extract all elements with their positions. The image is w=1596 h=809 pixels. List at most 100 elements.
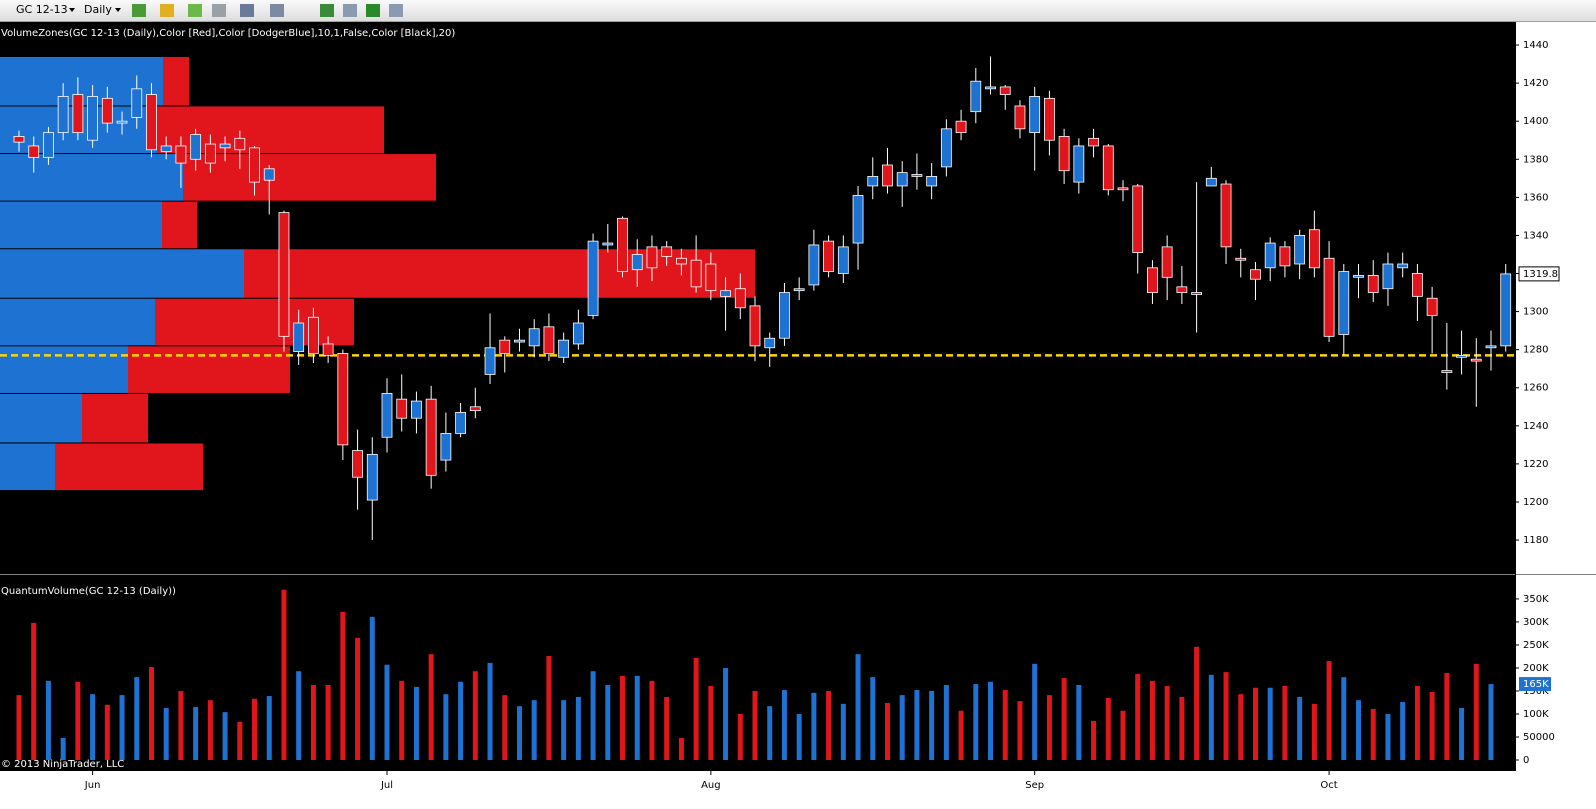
candle-body	[764, 337, 776, 349]
candle-body	[1102, 145, 1114, 191]
dollar-icon[interactable]	[366, 4, 380, 17]
candle-body	[366, 453, 378, 501]
volume-bar	[502, 695, 508, 761]
candle-body	[1441, 370, 1453, 373]
zoom-icon[interactable]	[270, 4, 284, 17]
candle-body	[808, 244, 820, 286]
volume-bar	[1444, 673, 1450, 761]
candle-body	[28, 145, 40, 158]
volume-bar	[134, 677, 140, 761]
chart-icon[interactable]	[343, 4, 357, 17]
x-tick-label: Aug	[701, 780, 721, 791]
volume-bar	[16, 695, 22, 761]
candle-body	[307, 316, 319, 354]
candle-body	[352, 450, 363, 478]
candle-body	[160, 145, 172, 153]
y-tick-label: 1260	[1523, 383, 1548, 394]
instrument-select[interactable]: GC 12-13	[16, 3, 68, 16]
candle-body	[749, 305, 761, 347]
volume-bar	[855, 654, 861, 761]
candle-body	[72, 94, 84, 134]
properties-icon[interactable]	[389, 4, 403, 17]
candle-body	[1235, 257, 1247, 261]
candle-body	[322, 343, 334, 356]
data-box-icon[interactable]	[320, 4, 334, 17]
volume-bar	[428, 654, 434, 761]
volume-zones	[0, 56, 755, 491]
draw-icon[interactable]	[160, 4, 174, 17]
candle-body	[469, 406, 481, 411]
x-tick-label: Jul	[380, 780, 393, 791]
candle-body	[13, 136, 25, 143]
volume-bar	[1341, 677, 1347, 761]
candle-body	[1338, 271, 1350, 335]
volume-bar	[767, 706, 773, 761]
volume-bar	[325, 684, 331, 761]
candle-body	[278, 212, 290, 337]
candle-body	[1220, 183, 1232, 248]
volume-bar	[693, 657, 699, 761]
volume-bar	[840, 703, 846, 761]
volume-bar	[929, 690, 935, 761]
volume-bar	[1400, 702, 1406, 761]
candle-body	[602, 242, 614, 246]
candle-body	[1500, 273, 1512, 347]
volume-bar	[1370, 708, 1376, 761]
volume-bar	[472, 671, 478, 761]
period-select[interactable]: Daily	[84, 3, 112, 16]
volume-bar	[104, 704, 110, 761]
candle-body	[955, 120, 967, 134]
volume-bar	[870, 677, 876, 761]
volume-bar	[590, 671, 596, 761]
bar-type-icon[interactable]	[132, 4, 146, 17]
volume-bar	[1326, 661, 1332, 761]
toolbar-icons	[132, 4, 403, 17]
volume-bar	[1223, 672, 1229, 761]
volume-bar	[1252, 687, 1258, 761]
zone-down	[128, 346, 290, 393]
zone-down	[183, 154, 436, 201]
candle-body	[1147, 267, 1158, 293]
x-tick-label: Sep	[1025, 780, 1044, 791]
candle-body	[1294, 235, 1306, 265]
candle-body	[837, 246, 849, 274]
copyright: © 2013 NinjaTrader, LLC	[1, 759, 124, 770]
y-tick-label: 1400	[1523, 116, 1548, 127]
candle-body	[823, 240, 834, 273]
candle-body	[337, 353, 349, 446]
indicator-icon[interactable]	[188, 4, 202, 17]
volume-bar	[281, 589, 287, 761]
volume-bar	[1414, 685, 1420, 761]
y-tick-label: 1180	[1523, 535, 1548, 546]
dropdown-arrow	[115, 8, 121, 12]
candle-body	[558, 339, 570, 358]
candle-body	[1132, 185, 1144, 253]
volume-bar	[207, 700, 213, 761]
volume-bar	[664, 696, 670, 761]
volume-bar	[90, 694, 96, 761]
zone-down	[244, 249, 755, 298]
candle-body	[1397, 263, 1409, 269]
candle-body	[528, 328, 540, 347]
candle-body	[676, 257, 687, 265]
candle-body	[249, 147, 260, 183]
axes: 1180120012201240126012801300132013401360…	[84, 40, 1560, 791]
volume-bar	[531, 700, 537, 761]
volume-bar	[561, 700, 567, 761]
volume-bar	[1164, 685, 1170, 761]
strategy-icon[interactable]	[212, 4, 226, 17]
volume-bar	[1297, 696, 1303, 761]
y-tick-label: 200K	[1523, 663, 1549, 674]
volume-bar	[1429, 691, 1435, 761]
candle-body	[396, 398, 408, 419]
cursor-icon[interactable]	[240, 4, 254, 17]
volume-bar	[1046, 695, 1052, 761]
candle-body	[1088, 137, 1099, 147]
candle-body	[867, 176, 879, 187]
candle-body	[381, 393, 393, 438]
price-panel	[0, 22, 1515, 574]
y-tick-label: 1300	[1523, 307, 1548, 318]
y-tick-label: 1240	[1523, 421, 1548, 432]
candle-body	[911, 174, 923, 177]
